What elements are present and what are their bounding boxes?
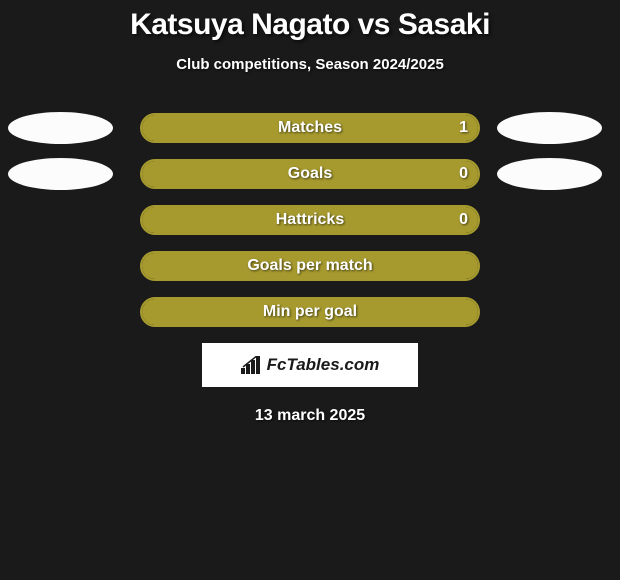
stat-label: Goals per match (142, 253, 478, 279)
stat-row: Goals0 (0, 159, 620, 189)
player-avatar-right (497, 158, 602, 190)
stat-bar: Hattricks0 (140, 205, 480, 235)
comparison-subtitle: Club competitions, Season 2024/2025 (0, 56, 620, 73)
logo-text: FcTables.com (241, 355, 380, 375)
stat-value-right: 1 (459, 115, 468, 141)
player-avatar-left (8, 112, 113, 144)
stat-row: Matches1 (0, 113, 620, 143)
stat-value-right: 0 (459, 161, 468, 187)
stat-row: Min per goal (0, 297, 620, 327)
stat-row: Hattricks0 (0, 205, 620, 235)
stat-bar: Min per goal (140, 297, 480, 327)
stat-rows: Matches1Goals0Hattricks0Goals per matchM… (0, 113, 620, 327)
stat-label: Goals (142, 161, 478, 187)
date-label: 13 march 2025 (0, 407, 620, 425)
stat-label: Min per goal (142, 299, 478, 325)
stat-bar: Goals per match (140, 251, 480, 281)
logo-badge: FcTables.com (202, 343, 418, 387)
stat-label: Matches (142, 115, 478, 141)
stat-bar: Matches1 (140, 113, 480, 143)
comparison-title: Katsuya Nagato vs Sasaki (0, 8, 620, 42)
stat-label: Hattricks (142, 207, 478, 233)
stat-bar: Goals0 (140, 159, 480, 189)
bar-chart-icon (241, 356, 263, 374)
stat-value-right: 0 (459, 207, 468, 233)
player-avatar-left (8, 158, 113, 190)
logo-label: FcTables.com (267, 355, 380, 375)
comparison-widget: Katsuya Nagato vs Sasaki Club competitio… (0, 0, 620, 425)
stat-row: Goals per match (0, 251, 620, 281)
player-avatar-right (497, 112, 602, 144)
